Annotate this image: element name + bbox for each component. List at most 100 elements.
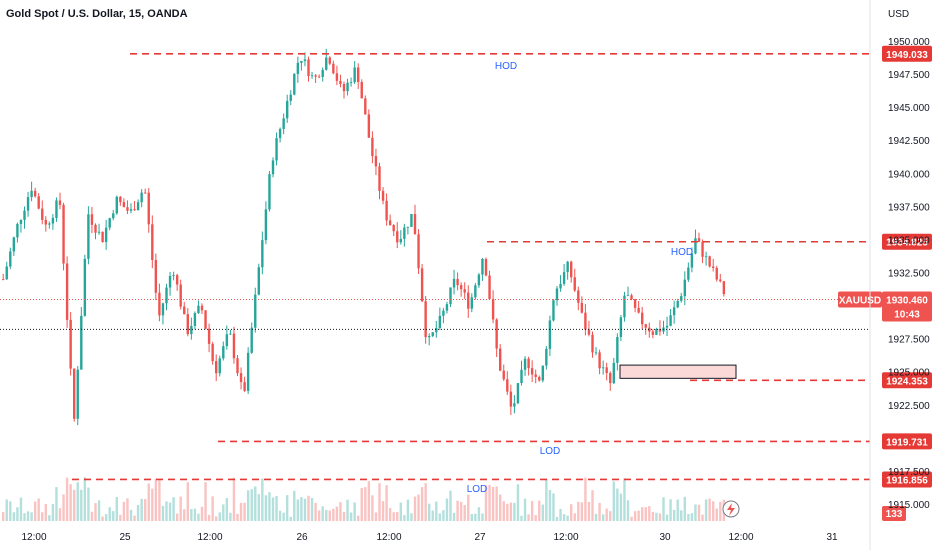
level-price-text: 1934.825	[886, 238, 928, 249]
candle-body	[364, 98, 367, 115]
volume-bar	[58, 508, 62, 521]
candle-body	[76, 369, 79, 419]
candle-body	[626, 295, 630, 297]
volume-bar	[623, 478, 626, 521]
y-tick-label: 1937.500	[888, 202, 930, 213]
lightning-icon[interactable]	[722, 500, 740, 518]
candle-body	[254, 294, 257, 328]
candle-body	[133, 209, 136, 211]
candle-body	[456, 278, 459, 286]
candle-body	[41, 208, 44, 220]
candle-body	[325, 57, 328, 70]
volume-bar	[16, 507, 19, 521]
candle-body	[136, 202, 140, 211]
volume-bar	[530, 500, 534, 521]
volume-bar	[456, 500, 459, 521]
x-tick-label: 26	[296, 532, 308, 543]
volume-bar	[101, 516, 104, 521]
volume-bar	[325, 509, 328, 521]
volume-bar	[683, 496, 686, 521]
candle-body	[605, 367, 608, 374]
volume-bar	[257, 494, 260, 521]
candle-body	[385, 200, 388, 221]
volume-bar	[381, 501, 385, 521]
level-annotation: HOD	[671, 247, 693, 258]
candle-body	[431, 332, 434, 336]
volume-bar	[264, 495, 268, 521]
volume-bar	[360, 487, 363, 521]
volume-bar	[577, 501, 580, 521]
candle-body	[548, 320, 552, 349]
volume-bar	[477, 507, 481, 521]
level-price-text: 1924.353	[886, 376, 928, 387]
volume-bar	[122, 501, 126, 521]
volume-bar	[48, 515, 51, 521]
x-tick-label: 12:00	[553, 532, 578, 543]
volume-bar	[491, 486, 495, 521]
volume-bar	[278, 510, 282, 521]
volume-bar	[211, 496, 214, 521]
candle-body	[669, 315, 672, 326]
volume-bar	[183, 509, 186, 521]
candle-body	[552, 300, 555, 321]
candle-body	[534, 374, 537, 377]
volume-bar	[232, 477, 236, 521]
volume-bar	[282, 512, 285, 521]
candle-body	[119, 196, 122, 203]
volume-bar	[452, 512, 456, 521]
candle-body	[147, 192, 150, 225]
volume-bar	[587, 501, 591, 521]
volume-bar	[222, 504, 225, 521]
volume-bar	[509, 502, 513, 521]
volume-bar	[76, 482, 79, 521]
volume-bars	[2, 477, 726, 521]
candle-body	[658, 329, 662, 332]
candle-body	[609, 373, 612, 384]
candle-body	[566, 261, 569, 273]
candle-body	[261, 240, 264, 268]
candle-body	[559, 283, 562, 289]
y-tick-label: 1950.000	[888, 37, 930, 48]
volume-bar	[133, 515, 136, 521]
volume-bar	[200, 506, 204, 521]
volume-bar	[108, 507, 111, 521]
candle-body	[225, 334, 229, 347]
candle-body	[65, 263, 69, 320]
x-tick-label: 30	[659, 532, 671, 543]
candle-body	[641, 312, 644, 325]
volume-bar	[704, 499, 708, 521]
volume-bar	[534, 515, 537, 521]
candle-body	[676, 300, 679, 308]
volume-bar	[307, 495, 310, 521]
volume-bar	[502, 501, 505, 521]
volume-bar	[392, 512, 395, 521]
candle-body	[321, 69, 324, 77]
candle-body	[275, 138, 278, 161]
volume-bar	[26, 511, 30, 521]
candle-body	[594, 352, 598, 354]
symbol-tag-text: XAUUSD	[839, 295, 881, 306]
x-tick-label: 31	[826, 532, 838, 543]
level-price-tag	[882, 372, 932, 389]
symbol-title: Gold Spot / U.S. Dollar, 15, OANDA	[6, 8, 188, 20]
volume-bar	[694, 504, 697, 521]
volume-bar	[552, 493, 555, 521]
volume-bar	[193, 508, 197, 521]
y-tick-label: 1932.500	[888, 269, 930, 280]
volume-bar	[555, 516, 559, 521]
volume-bar	[438, 513, 442, 521]
candle-body	[449, 287, 452, 305]
candle-body	[154, 259, 158, 293]
candle-body	[474, 285, 477, 298]
candle-body	[5, 266, 8, 280]
volume-bar	[112, 511, 115, 521]
volume-bar	[616, 488, 619, 521]
candle-body	[367, 114, 371, 138]
candle-body	[286, 100, 289, 119]
candle-body	[417, 234, 420, 269]
volume-bar	[630, 516, 633, 521]
candle-body	[44, 219, 47, 225]
volume-bar	[474, 513, 477, 521]
candle-body	[484, 258, 488, 276]
